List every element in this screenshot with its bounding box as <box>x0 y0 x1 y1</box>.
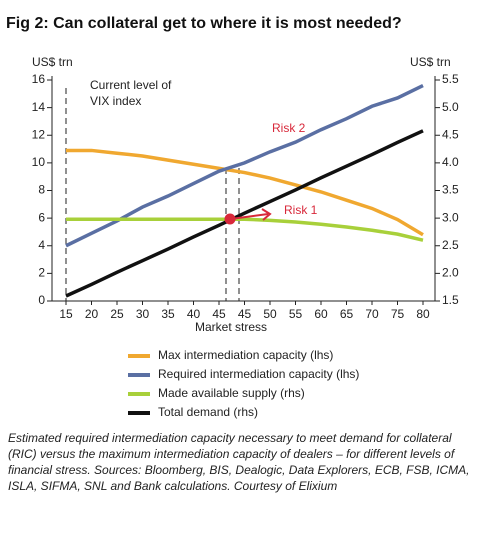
legend-label: Max intermediation capacity (lhs) <box>158 348 333 362</box>
y2-tick-label: 5.0 <box>442 100 459 114</box>
annotation-line: VIX index <box>90 94 141 108</box>
x-tick-label: 60 <box>314 307 328 321</box>
y-tick-label: 4 <box>38 238 45 252</box>
y-tick-label: 12 <box>32 127 46 141</box>
legend-label: Made available supply (rhs) <box>158 386 305 400</box>
x-tick-label: 35 <box>161 307 175 321</box>
risk-arrowhead <box>261 208 272 221</box>
x-axis-label: Market stress <box>195 320 267 334</box>
x-tick-label: 25 <box>110 307 124 321</box>
y-tick-label: 0 <box>38 293 45 307</box>
x-tick-label: 70 <box>365 307 379 321</box>
series-line <box>66 217 424 242</box>
y2-tick-label: 3.0 <box>442 210 459 224</box>
risk-arrow <box>230 213 269 220</box>
annotation: Risk 1 <box>284 203 318 217</box>
risk-point <box>224 213 236 225</box>
annotation-line: Current level of <box>90 78 172 92</box>
x-tick-label: 75 <box>391 307 405 321</box>
chart-title: Fig 2: Can collateral get to where it is… <box>6 15 402 32</box>
y2-tick-label: 4.5 <box>442 127 459 141</box>
y2-tick-label: 5.5 <box>442 72 459 86</box>
y-tick-label: 16 <box>32 72 46 86</box>
y2-tick-label: 4.0 <box>442 155 459 169</box>
y2-axis-label: US$ trn <box>410 55 451 69</box>
x-tick-label: 30 <box>136 307 150 321</box>
legend-label: Total demand (rhs) <box>158 405 258 419</box>
series-line <box>65 129 424 298</box>
y-tick-label: 8 <box>38 183 45 197</box>
y-tick-label: 2 <box>38 266 45 280</box>
caption: Estimated required intermediation capaci… <box>8 431 470 493</box>
legend-label: Required intermediation capacity (lhs) <box>158 367 359 381</box>
x-tick-label: 45 <box>238 307 252 321</box>
y2-tick-label: 2.5 <box>442 238 459 252</box>
annotation: Risk 2 <box>272 121 306 135</box>
y-tick-label: 14 <box>32 100 46 114</box>
series-line <box>66 148 424 237</box>
x-tick-label: 45 <box>212 307 226 321</box>
x-tick-label: 65 <box>340 307 354 321</box>
series-line <box>65 83 424 248</box>
x-tick-label: 15 <box>59 307 73 321</box>
y2-tick-label: 3.5 <box>442 183 459 197</box>
x-tick-label: 55 <box>289 307 303 321</box>
y-tick-label: 6 <box>38 210 45 224</box>
y-axis-label: US$ trn <box>32 55 73 69</box>
x-tick-label: 20 <box>85 307 99 321</box>
chart: Fig 2: Can collateral get to where it is… <box>6 15 459 419</box>
annotation: Current level of VIX index <box>90 78 172 108</box>
x-tick-label: 50 <box>263 307 277 321</box>
x-tick-label: 80 <box>416 307 430 321</box>
x-tick-label: 40 <box>187 307 201 321</box>
y2-tick-label: 2.0 <box>442 266 459 280</box>
y-tick-label: 10 <box>32 155 46 169</box>
y2-tick-label: 1.5 <box>442 293 459 307</box>
